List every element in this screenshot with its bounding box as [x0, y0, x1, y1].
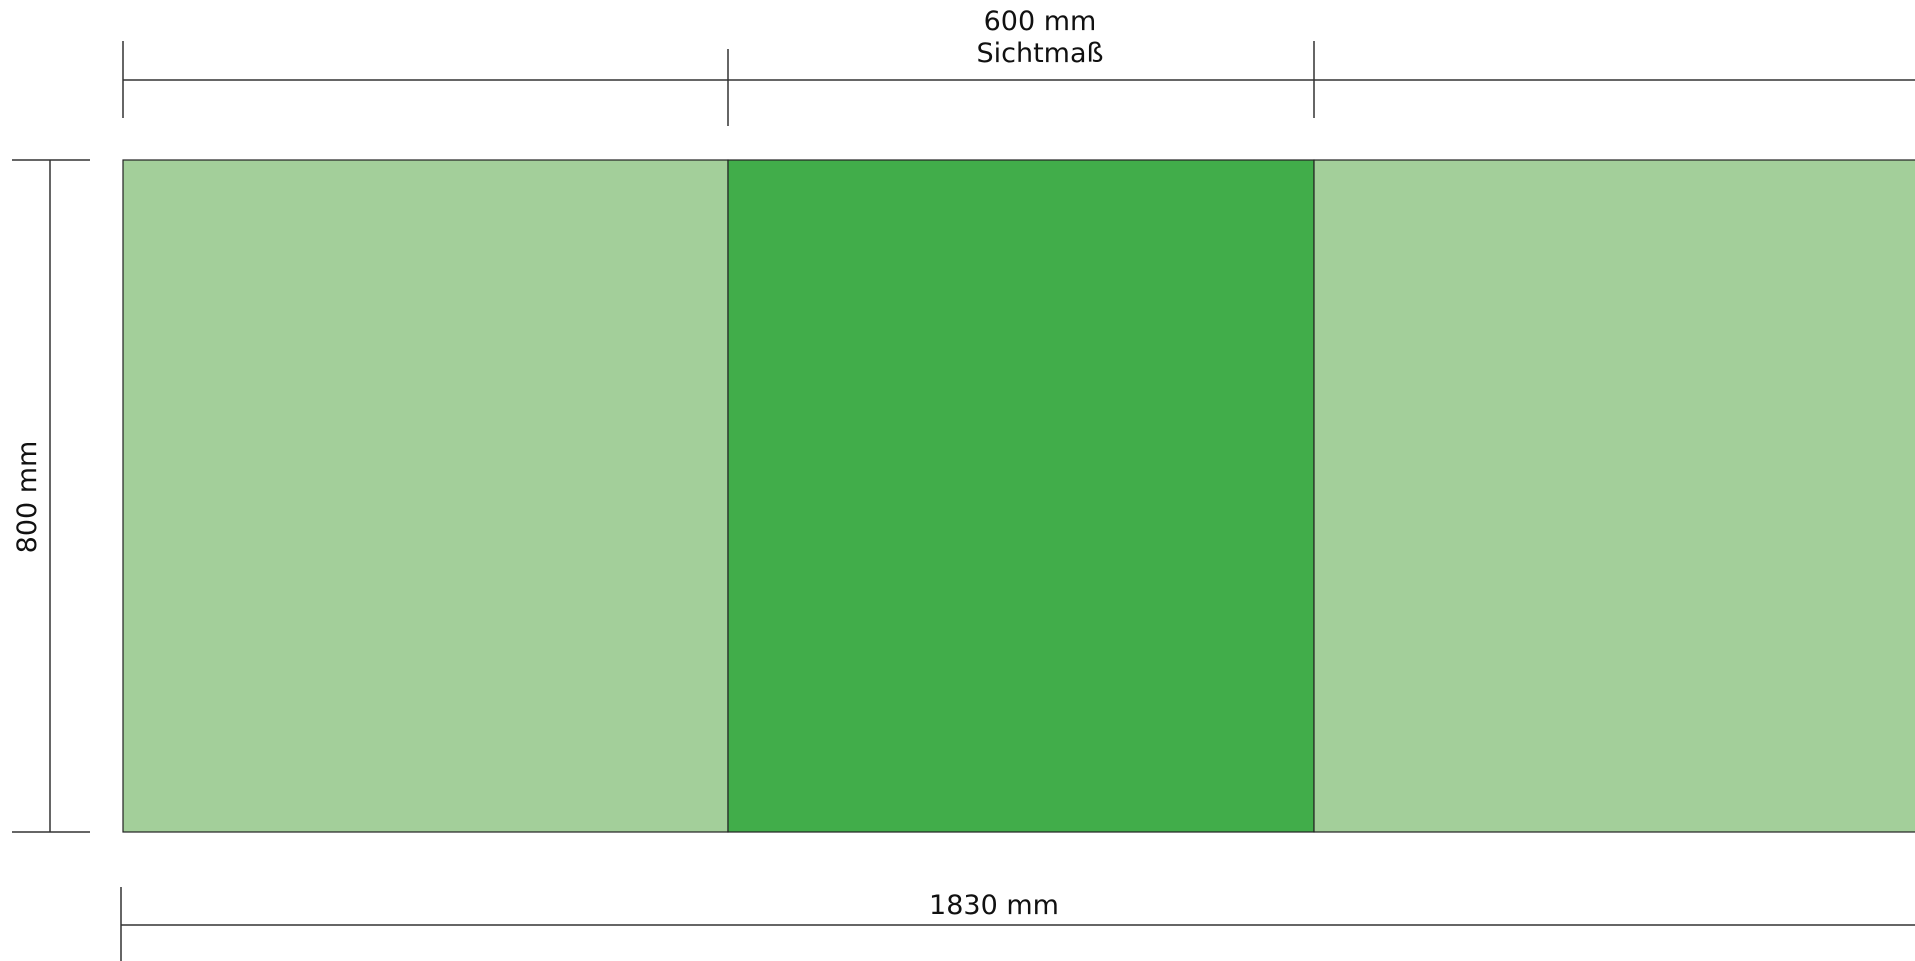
visible-width-value: 600 mm [984, 6, 1097, 37]
bottom-dimension [120, 887, 1915, 961]
total-width-value: 1830 mm [929, 890, 1059, 921]
left-panel [122, 159, 729, 833]
visible-width-caption: Sichtmaß [976, 38, 1103, 69]
center-panel [727, 159, 1315, 833]
height-value: 800 mm [12, 441, 43, 554]
height-dimension [12, 159, 90, 833]
right-panel [1313, 159, 1915, 833]
top-dimension [122, 41, 1915, 126]
